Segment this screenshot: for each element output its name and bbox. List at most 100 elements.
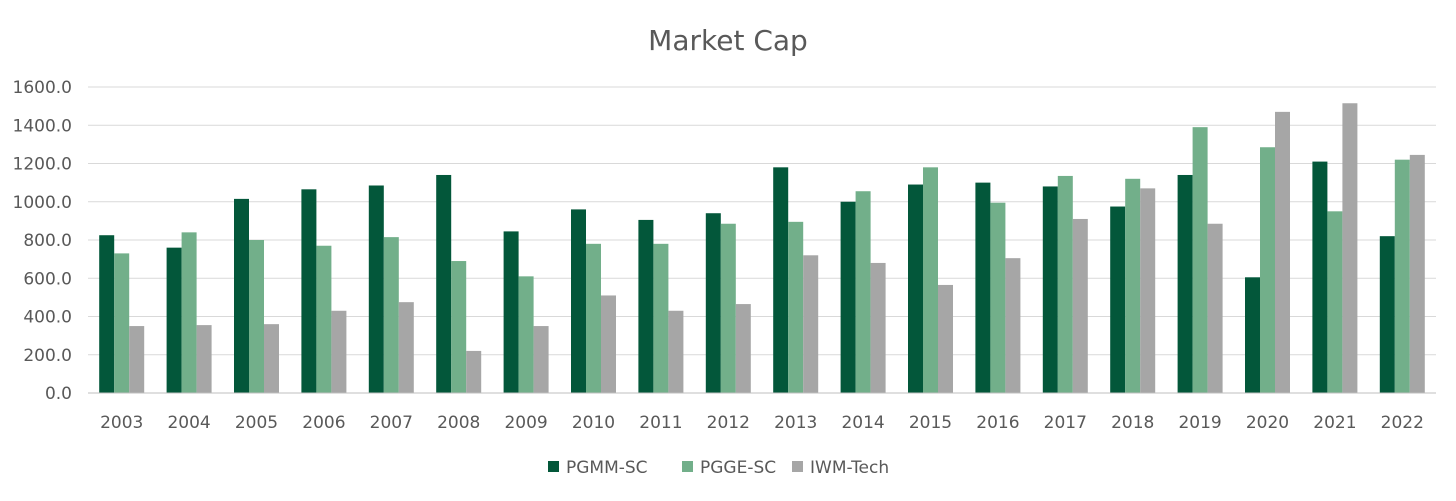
bar-pgge-sc-2016 <box>990 202 1006 393</box>
bar-iwm-tech-2009 <box>533 326 549 393</box>
bar-pgmm-sc-2011 <box>638 219 654 393</box>
bar-pgmm-sc-2019 <box>1177 174 1193 393</box>
y-tick-label: 1200.0 <box>13 155 72 175</box>
y-axis-ticks: 0.0 200.0 400.0 600.0 800.0 1000.0 1200.0 1400.… <box>13 78 72 404</box>
bar-iwm-tech-2018 <box>1140 188 1156 393</box>
bar-pgge-sc-2020 <box>1260 147 1275 393</box>
x-tick-label: 2011 <box>639 413 682 433</box>
bar-iwm-tech-2005 <box>264 324 279 393</box>
x-tick-label: 2014 <box>841 413 884 433</box>
bar-pgmm-sc-2022 <box>1379 236 1395 393</box>
bar-pgge-sc-2015 <box>923 167 938 393</box>
bar-iwm-tech-2007 <box>398 302 414 393</box>
bar-iwm-tech-2021 <box>1342 103 1358 393</box>
bars <box>99 103 1425 394</box>
y-tick-label: 1000.0 <box>13 193 72 213</box>
bar-pgmm-sc-2014 <box>840 201 856 393</box>
bar-iwm-tech-2015 <box>938 284 953 393</box>
bar-pgge-sc-2003 <box>114 253 130 393</box>
x-axis-ticks: 2003 2004 2005 2006 2007 2008 2009 2010 2011 2012… <box>100 413 1424 433</box>
bar-pgmm-sc-2021 <box>1312 161 1328 393</box>
bar-pgge-sc-2009 <box>518 276 534 393</box>
bar-pgge-sc-2011 <box>653 243 669 393</box>
y-tick-label: 1600.0 <box>13 78 72 98</box>
legend-label: PGMM-SC <box>566 458 648 478</box>
bar-iwm-tech-2020 <box>1275 111 1290 394</box>
chart-title: Market Cap <box>648 24 808 57</box>
legend-label: IWM-Tech <box>810 458 889 478</box>
bar-pgmm-sc-2013 <box>773 167 789 393</box>
bar-pgmm-sc-2017 <box>1042 186 1058 393</box>
bar-pgge-sc-2022 <box>1394 159 1410 393</box>
x-tick-label: 2004 <box>167 413 210 433</box>
bar-pgge-sc-2010 <box>586 243 601 393</box>
x-tick-label: 2019 <box>1178 413 1221 433</box>
legend-swatch <box>792 461 803 472</box>
x-tick-label: 2006 <box>302 413 345 433</box>
y-tick-label: 600.0 <box>23 269 72 289</box>
x-tick-label: 2015 <box>909 413 952 433</box>
bar-pgmm-sc-2007 <box>368 185 384 393</box>
bar-pgmm-sc-2006 <box>301 189 317 393</box>
gridlines <box>88 86 1436 356</box>
bar-iwm-tech-2006 <box>331 310 347 393</box>
x-tick-label: 2012 <box>707 413 750 433</box>
bar-pgge-sc-2017 <box>1057 175 1073 393</box>
bar-pgge-sc-2019 <box>1192 127 1208 393</box>
x-tick-label: 2005 <box>235 413 278 433</box>
bar-pgge-sc-2021 <box>1327 211 1343 393</box>
x-tick-label: 2017 <box>1044 413 1087 433</box>
bar-pgmm-sc-2018 <box>1110 206 1126 393</box>
bar-pgge-sc-2007 <box>383 237 399 393</box>
legend: PGMM-SC PGGE-SC IWM-Tech <box>548 458 889 478</box>
bar-iwm-tech-2016 <box>1005 258 1021 393</box>
bar-pgmm-sc-2008 <box>436 174 452 393</box>
bar-iwm-tech-2017 <box>1072 218 1088 393</box>
x-tick-label: 2013 <box>774 413 817 433</box>
bar-pgge-sc-2014 <box>855 191 871 393</box>
bar-iwm-tech-2014 <box>870 262 886 393</box>
bar-iwm-tech-2012 <box>735 304 751 393</box>
bar-iwm-tech-2010 <box>601 295 616 393</box>
bar-pgmm-sc-2020 <box>1245 277 1260 393</box>
x-tick-label: 2007 <box>370 413 413 433</box>
bar-iwm-tech-2003 <box>129 326 145 393</box>
x-tick-label: 2010 <box>572 413 615 433</box>
bar-pgmm-sc-2016 <box>975 182 991 393</box>
bar-pgmm-sc-2005 <box>234 198 249 393</box>
x-tick-label: 2018 <box>1111 413 1154 433</box>
bar-pgmm-sc-2004 <box>166 247 182 393</box>
bar-pgmm-sc-2003 <box>99 235 115 393</box>
x-tick-label: 2009 <box>504 413 547 433</box>
y-tick-label: 400.0 <box>23 308 72 328</box>
legend-swatch <box>548 461 559 472</box>
x-tick-label: 2016 <box>976 413 1019 433</box>
bar-iwm-tech-2004 <box>196 325 212 393</box>
bar-pgge-sc-2004 <box>181 232 197 393</box>
bar-pgmm-sc-2010 <box>571 209 586 393</box>
y-tick-label: 800.0 <box>23 231 72 251</box>
y-tick-label: 200.0 <box>23 346 72 366</box>
bar-pgge-sc-2008 <box>451 261 467 393</box>
bar-pgmm-sc-2015 <box>908 184 923 393</box>
bar-pgmm-sc-2009 <box>503 231 519 393</box>
bar-pgge-sc-2005 <box>249 240 264 393</box>
legend-label: PGGE-SC <box>700 458 776 478</box>
bar-iwm-tech-2013 <box>803 255 819 393</box>
y-tick-label: 0.0 <box>45 384 72 404</box>
x-tick-label: 2022 <box>1381 413 1424 433</box>
x-tick-label: 2021 <box>1313 413 1356 433</box>
x-tick-label: 2020 <box>1246 413 1289 433</box>
x-tick-label: 2003 <box>100 413 143 433</box>
y-tick-label: 1400.0 <box>13 116 72 136</box>
bar-pgge-sc-2018 <box>1125 178 1141 393</box>
bar-pgge-sc-2012 <box>720 223 736 393</box>
bar-pgmm-sc-2012 <box>705 213 721 393</box>
bar-pgge-sc-2013 <box>788 221 804 393</box>
legend-swatch <box>682 461 693 472</box>
bar-pgge-sc-2006 <box>316 245 332 393</box>
bar-iwm-tech-2008 <box>466 350 482 393</box>
bar-iwm-tech-2011 <box>668 310 684 393</box>
bar-iwm-tech-2022 <box>1409 154 1425 393</box>
